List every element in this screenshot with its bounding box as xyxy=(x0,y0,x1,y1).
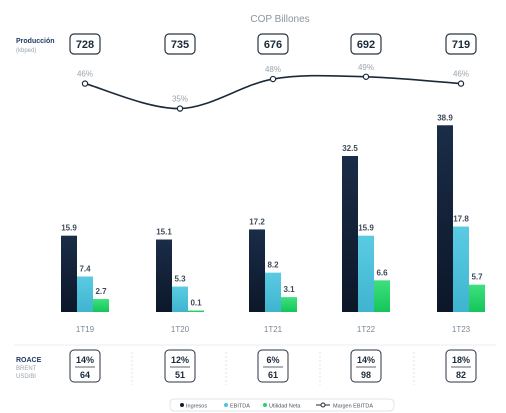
roace-value: 6% xyxy=(266,355,279,365)
utilidad-value-label: 0.1 xyxy=(190,299,202,308)
utilidad-value-label: 3.1 xyxy=(283,285,295,294)
margin-ebitda-label: 46% xyxy=(453,70,469,79)
bars-group: 15.9 15.1 17.2 32.5 38.9 7.4 5.3 8.2 15.9 17.8 2.7… xyxy=(61,113,485,312)
utilidad-bar xyxy=(188,310,204,312)
brent-value: 64 xyxy=(80,370,90,380)
ebitda-value-label: 8.2 xyxy=(267,261,279,270)
roace-label: ROACE xyxy=(16,357,42,364)
margin-line-group: 46% 35% 48% 49% 46% xyxy=(77,63,469,112)
margin-ebitda-point xyxy=(457,80,465,87)
utilidad-value-label: 2.7 xyxy=(95,287,107,296)
ingresos-bar xyxy=(61,235,77,312)
ingresos-bar xyxy=(249,229,265,312)
production-box xyxy=(164,33,196,55)
roace-box xyxy=(350,349,382,383)
margin-ebitda-point xyxy=(269,75,277,83)
ingresos-bar xyxy=(437,125,453,312)
brent-value: 82 xyxy=(456,370,466,380)
roace-box xyxy=(69,349,101,383)
x-tick-label: 1T20 xyxy=(171,325,190,334)
legend-ingresos-swatch xyxy=(180,403,184,407)
ingresos-value-label: 17.2 xyxy=(249,217,265,226)
production-label: Producción xyxy=(16,38,55,45)
legend-ingresos-label: Ingresos xyxy=(186,404,207,410)
production-value: 719 xyxy=(452,39,470,51)
production-value: 735 xyxy=(171,39,189,51)
brent-unit: USD/Bl xyxy=(16,374,36,380)
roace-row: 14% 64 12% 51 6% 61 14% 98 18% 82 xyxy=(14,344,496,385)
margin-ebitda-label: 48% xyxy=(265,65,281,74)
margin-ebitda-point xyxy=(362,73,370,80)
roace-value: 12% xyxy=(171,355,189,365)
roace-box xyxy=(257,349,289,383)
x-axis-ticks: 1T19 1T20 1T21 1T22 1T23 xyxy=(76,325,471,334)
legend-margen-label: Margen EBITDA xyxy=(333,404,373,410)
legend-frame xyxy=(169,398,395,412)
margin-ebitda-label: 46% xyxy=(77,70,93,79)
legend-ebitda-label: EBITDA xyxy=(230,404,250,410)
ingresos-bar xyxy=(156,239,172,312)
brent-value: 61 xyxy=(268,370,278,380)
ingresos-value-label: 15.9 xyxy=(61,224,77,233)
brent-value: 98 xyxy=(361,370,371,380)
brent-label: BRENT xyxy=(16,366,37,372)
utilidad-value-label: 5.7 xyxy=(471,273,483,282)
roace-box xyxy=(164,349,196,383)
x-tick-label: 1T21 xyxy=(264,325,283,334)
legend-utilidad-swatch xyxy=(263,403,267,407)
ingresos-value-label: 38.9 xyxy=(437,113,453,122)
ebitda-value-label: 15.9 xyxy=(358,224,374,233)
ingresos-bar xyxy=(342,156,358,312)
roace-value: 18% xyxy=(452,355,470,365)
ingresos-value-label: 15.1 xyxy=(156,228,172,237)
production-unit: (kbped) xyxy=(16,48,36,54)
production-box xyxy=(257,33,289,55)
utilidad-bar xyxy=(374,280,390,312)
roace-value: 14% xyxy=(357,355,375,365)
production-box xyxy=(445,33,477,55)
ebitda-bar xyxy=(453,226,469,312)
roace-value: 14% xyxy=(76,355,94,365)
margin-ebitda-label: 35% xyxy=(172,95,188,104)
ebitda-bar xyxy=(358,235,374,312)
ebitda-value-label: 17.8 xyxy=(453,215,469,224)
utilidad-bar xyxy=(281,297,297,312)
production-value: 692 xyxy=(357,39,375,51)
roace-box xyxy=(445,349,477,383)
x-tick-label: 1T23 xyxy=(452,325,471,334)
production-value: 728 xyxy=(76,39,94,51)
ebitda-bar xyxy=(265,272,281,312)
margin-ebitda-point xyxy=(81,80,89,87)
production-row: 728 735 676 692 719 xyxy=(69,33,477,55)
margin-ebitda-label: 49% xyxy=(358,63,374,72)
ingresos-value-label: 32.5 xyxy=(342,144,358,153)
ebitda-value-label: 5.3 xyxy=(174,275,186,284)
brent-value: 51 xyxy=(175,370,185,380)
ebitda-value-label: 7.4 xyxy=(79,264,91,273)
production-value: 676 xyxy=(264,39,282,51)
ebitda-bar xyxy=(172,286,188,312)
utilidad-bar xyxy=(469,284,485,312)
currency-caption: COP Billones xyxy=(250,14,309,25)
production-box xyxy=(69,33,101,55)
legend-margen-marker xyxy=(320,402,326,408)
legend-ebitda-swatch xyxy=(224,403,228,407)
margin-ebitda-point xyxy=(176,105,184,112)
production-box xyxy=(350,33,382,55)
x-tick-label: 1T22 xyxy=(357,325,376,334)
legend-utilidad-label: Utilidad Neta xyxy=(269,404,301,410)
ebitda-bar xyxy=(77,276,93,312)
utilidad-value-label: 6.6 xyxy=(376,268,388,277)
legend: Ingresos EBITDA Utilidad Neta Margen EBI… xyxy=(169,398,395,412)
utilidad-bar xyxy=(93,299,109,312)
x-tick-label: 1T19 xyxy=(76,325,95,334)
